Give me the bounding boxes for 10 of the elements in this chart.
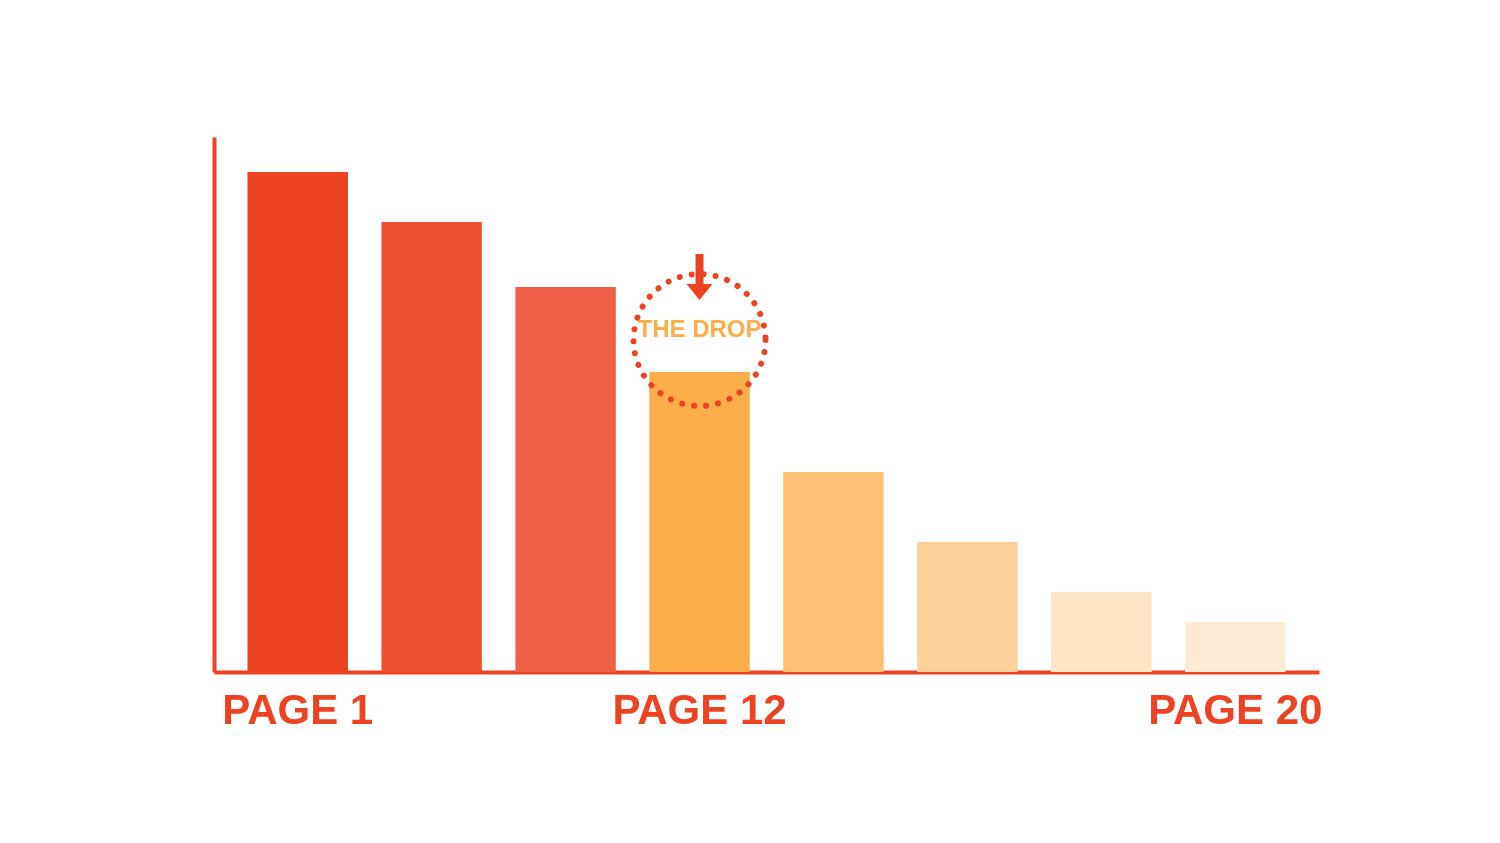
bar	[917, 542, 1018, 672]
bar	[783, 472, 884, 672]
bar	[381, 222, 482, 672]
x-tick-label: PAGE 20	[1148, 685, 1323, 733]
bar	[1185, 622, 1286, 672]
bar	[515, 287, 616, 672]
annotation: THE DROP	[637, 315, 762, 342]
x-tick-label: PAGE 12	[612, 685, 787, 733]
x-tick-label: PAGE 1	[222, 685, 374, 733]
bar	[1051, 592, 1152, 672]
